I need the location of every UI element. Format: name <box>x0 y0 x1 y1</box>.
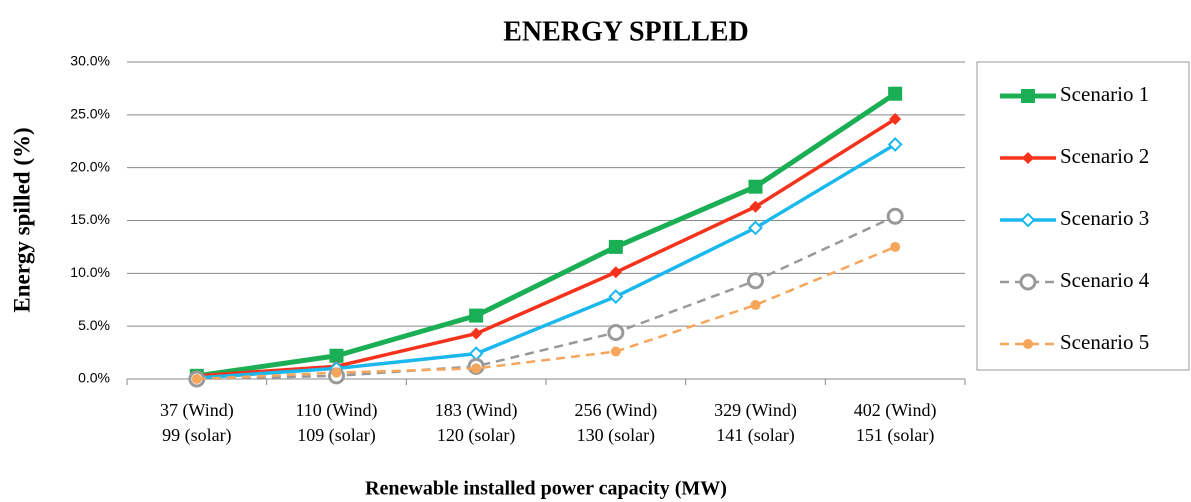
marker <box>329 348 344 363</box>
marker <box>609 266 622 279</box>
y-tick-label: 10.0% <box>70 264 110 280</box>
x-tick-label: 402 (Wind) <box>854 400 937 421</box>
y-tick-label: 25.0% <box>70 106 110 122</box>
marker <box>888 86 903 101</box>
legend-marker <box>1023 339 1033 349</box>
marker <box>331 367 342 378</box>
legend-label: Scenario 4 <box>1060 268 1150 292</box>
marker <box>471 363 482 374</box>
legend-marker <box>1020 212 1036 228</box>
marker <box>749 200 762 213</box>
marker <box>607 324 625 342</box>
chart-title: ENERGY SPILLED <box>503 16 749 47</box>
series-line <box>196 245 896 381</box>
y-tick-label: 5.0% <box>78 317 110 333</box>
x-tick-label: 109 (solar) <box>297 425 375 446</box>
x-tick-label: 130 (solar) <box>577 425 655 446</box>
legend-marker <box>1019 273 1037 291</box>
legend-marker <box>1021 89 1035 103</box>
y-tick-label: 15.0% <box>70 211 110 227</box>
x-tick-label: 151 (solar) <box>856 425 934 446</box>
marker <box>889 113 902 126</box>
marker <box>890 241 901 252</box>
marker <box>887 137 903 152</box>
marker <box>469 308 484 323</box>
marker <box>886 207 904 225</box>
legend-label: Scenario 3 <box>1060 206 1149 230</box>
marker <box>748 220 763 236</box>
x-tick-label: 120 (solar) <box>437 425 515 446</box>
series-line <box>196 142 897 380</box>
y-tick-label: 30.0% <box>70 53 110 69</box>
marker <box>750 300 761 311</box>
x-axis-label: Renewable installed power capacity (MW) <box>365 478 727 500</box>
legend-marker <box>1022 152 1034 164</box>
x-tick-label: 99 (solar) <box>162 425 231 446</box>
x-tick-label: 256 (Wind) <box>574 400 657 421</box>
marker <box>608 239 623 254</box>
series-line <box>196 215 896 381</box>
legend-label: Scenario 1 <box>1060 82 1149 106</box>
x-tick-label: 141 (solar) <box>716 425 794 446</box>
y-tick-label: 0.0% <box>78 370 110 386</box>
legend-box <box>976 61 1190 371</box>
marker <box>470 327 483 340</box>
y-tick-label: 20.0% <box>70 158 110 174</box>
marker <box>747 272 764 290</box>
x-tick-label: 329 (Wind) <box>714 400 797 421</box>
marker <box>610 346 621 357</box>
marker <box>608 289 624 304</box>
series-line <box>196 91 897 379</box>
x-tick-label: 110 (Wind) <box>295 400 377 421</box>
x-tick-label: 183 (Wind) <box>435 400 518 421</box>
y-axis-label: Energy spilled (%) <box>9 127 34 312</box>
legend-label: Scenario 2 <box>1060 144 1149 168</box>
legend-label: Scenario 5 <box>1060 330 1149 354</box>
marker <box>748 179 763 194</box>
x-tick-label: 37 (Wind) <box>160 400 234 421</box>
series-line <box>196 117 897 378</box>
marker <box>191 374 202 384</box>
